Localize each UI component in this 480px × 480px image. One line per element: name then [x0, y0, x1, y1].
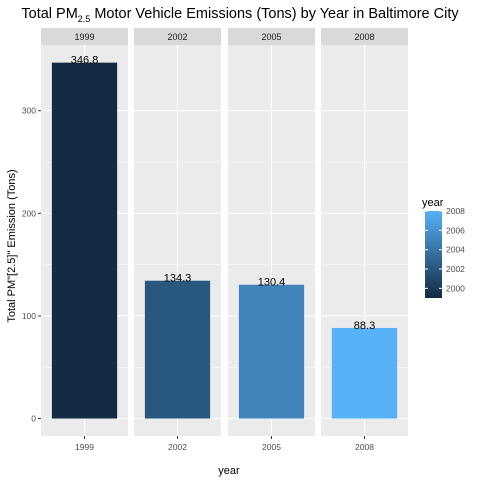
- facet-panel-2002: 2002 134.3 2002: [134, 28, 221, 452]
- y-tick-label: 0: [31, 414, 36, 424]
- bar-2002: [145, 281, 210, 419]
- x-tick-label: 1999: [75, 442, 94, 452]
- y-tick-label: 200: [22, 208, 36, 218]
- x-axis-title: year: [218, 465, 240, 477]
- legend-tick-label: 2000: [446, 283, 465, 293]
- chart-title: Total PM2.5 Motor Vehicle Emissions (Ton…: [21, 6, 459, 24]
- bar-value-label: 346.8: [71, 55, 99, 67]
- legend-colorbar: [425, 211, 442, 298]
- legend-tick-label: 2006: [446, 225, 465, 235]
- y-tick-label: 100: [22, 311, 36, 321]
- facet-strip-label: 2002: [167, 32, 187, 42]
- facet-strip-label: 1999: [74, 32, 94, 42]
- facet-panel-1999: 1999 346.8 1999: [41, 28, 128, 452]
- bar-2008: [332, 328, 397, 419]
- facet-strip-label: 2005: [261, 32, 281, 42]
- bar-1999: [52, 63, 117, 419]
- bar-value-label: 134.3: [164, 273, 192, 285]
- legend: year 2000 2002 2004 2006 2008: [422, 197, 465, 298]
- bar-2005: [239, 285, 304, 419]
- x-tick-label: 2008: [355, 442, 374, 452]
- legend-tick-label: 2008: [446, 206, 465, 216]
- x-tick-label: 2002: [168, 442, 187, 452]
- facet-panel-2005: 2005 130.4 2005: [228, 28, 315, 452]
- y-axis-title: Total PM"[2.5]" Emission (Tons): [6, 169, 18, 322]
- facet-strip-label: 2008: [354, 32, 374, 42]
- legend-title: year: [422, 197, 444, 209]
- bar-value-label: 88.3: [354, 320, 375, 332]
- facet-panel-2008: 2008 88.3 2008: [321, 28, 408, 452]
- legend-tick-label: 2002: [446, 264, 465, 274]
- x-tick-label: 2005: [262, 442, 281, 452]
- legend-tick-label: 2004: [446, 245, 465, 255]
- bar-value-label: 130.4: [258, 277, 286, 289]
- y-tick-label: 300: [22, 106, 36, 116]
